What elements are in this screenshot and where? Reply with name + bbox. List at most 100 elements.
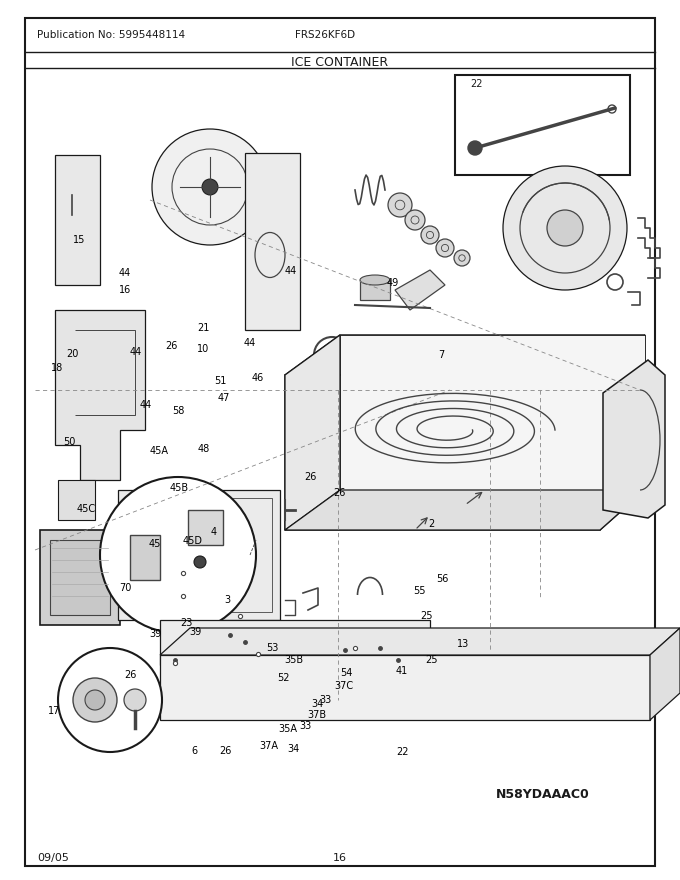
Text: 45D: 45D bbox=[182, 536, 202, 546]
Text: 45: 45 bbox=[148, 539, 160, 549]
Circle shape bbox=[202, 179, 218, 195]
Text: 13: 13 bbox=[457, 639, 469, 649]
Text: 23: 23 bbox=[180, 618, 192, 628]
Text: 45A: 45A bbox=[150, 446, 169, 457]
Text: 54: 54 bbox=[340, 668, 352, 678]
Text: 39: 39 bbox=[150, 628, 162, 639]
Text: 26: 26 bbox=[305, 472, 317, 482]
Text: 22: 22 bbox=[470, 79, 483, 89]
Text: 58: 58 bbox=[172, 406, 184, 416]
Circle shape bbox=[547, 210, 583, 246]
Polygon shape bbox=[55, 310, 145, 480]
Text: 3: 3 bbox=[224, 595, 231, 605]
Text: 34: 34 bbox=[311, 699, 324, 709]
Ellipse shape bbox=[360, 275, 390, 285]
Text: 39: 39 bbox=[189, 627, 201, 637]
Text: 70: 70 bbox=[119, 583, 131, 593]
Polygon shape bbox=[285, 490, 645, 530]
Text: 6: 6 bbox=[192, 745, 198, 756]
Bar bbox=[50, 540, 110, 615]
Text: 56: 56 bbox=[437, 574, 449, 584]
Circle shape bbox=[421, 226, 439, 244]
Text: 44: 44 bbox=[243, 338, 256, 348]
Bar bbox=[455, 75, 630, 175]
Text: 44: 44 bbox=[284, 266, 296, 276]
Circle shape bbox=[468, 141, 482, 155]
Text: 26: 26 bbox=[333, 488, 345, 498]
Polygon shape bbox=[600, 335, 645, 530]
Text: 26: 26 bbox=[219, 745, 231, 756]
Text: N58YDAAAC0: N58YDAAAC0 bbox=[496, 788, 590, 802]
Text: 55: 55 bbox=[413, 586, 426, 597]
Polygon shape bbox=[58, 480, 95, 520]
Text: 26: 26 bbox=[165, 341, 177, 351]
Polygon shape bbox=[395, 270, 445, 310]
Polygon shape bbox=[160, 655, 650, 720]
Text: 16: 16 bbox=[119, 285, 131, 296]
Text: 37C: 37C bbox=[335, 681, 354, 692]
Text: 47: 47 bbox=[218, 392, 230, 403]
Text: 26: 26 bbox=[124, 670, 137, 680]
Text: 4: 4 bbox=[211, 527, 217, 538]
Text: FRS26KF6D: FRS26KF6D bbox=[295, 30, 355, 40]
Text: 25: 25 bbox=[420, 611, 432, 621]
Text: 44: 44 bbox=[119, 268, 131, 278]
Polygon shape bbox=[118, 490, 280, 620]
Polygon shape bbox=[603, 360, 665, 518]
Text: 20: 20 bbox=[67, 348, 79, 359]
Polygon shape bbox=[360, 280, 390, 300]
Polygon shape bbox=[55, 155, 100, 285]
Text: 51: 51 bbox=[214, 376, 226, 386]
Text: 10: 10 bbox=[197, 344, 209, 355]
Circle shape bbox=[405, 210, 425, 230]
Text: 44: 44 bbox=[139, 400, 152, 410]
Text: 46: 46 bbox=[252, 373, 264, 384]
Text: 15: 15 bbox=[73, 235, 86, 246]
Text: 21: 21 bbox=[197, 323, 209, 334]
Text: ICE CONTAINER: ICE CONTAINER bbox=[292, 56, 388, 69]
Text: 48: 48 bbox=[197, 444, 209, 454]
Text: 41: 41 bbox=[396, 665, 408, 676]
Text: 25: 25 bbox=[425, 655, 437, 665]
Text: 53: 53 bbox=[267, 642, 279, 653]
Polygon shape bbox=[285, 335, 645, 375]
Circle shape bbox=[152, 129, 268, 245]
Polygon shape bbox=[285, 335, 340, 530]
Text: 37B: 37B bbox=[307, 709, 326, 720]
Circle shape bbox=[608, 105, 616, 113]
Circle shape bbox=[436, 239, 454, 257]
Text: 35B: 35B bbox=[284, 655, 303, 665]
Text: 33: 33 bbox=[320, 694, 332, 705]
Text: 09/05: 09/05 bbox=[37, 853, 69, 863]
Text: 45B: 45B bbox=[170, 483, 189, 494]
Text: Publication No: 5995448114: Publication No: 5995448114 bbox=[37, 30, 185, 40]
Text: 45C: 45C bbox=[77, 503, 96, 514]
Text: 17: 17 bbox=[48, 706, 60, 716]
Circle shape bbox=[388, 193, 412, 217]
Circle shape bbox=[124, 689, 146, 711]
Polygon shape bbox=[160, 628, 680, 655]
Text: 22: 22 bbox=[396, 747, 409, 758]
Polygon shape bbox=[160, 620, 430, 665]
Text: 52: 52 bbox=[277, 672, 290, 683]
Circle shape bbox=[100, 477, 256, 633]
Polygon shape bbox=[245, 153, 300, 330]
Circle shape bbox=[73, 678, 117, 722]
Bar bbox=[130, 535, 160, 580]
Circle shape bbox=[503, 166, 627, 290]
Text: 34: 34 bbox=[287, 744, 299, 754]
Text: 50: 50 bbox=[63, 436, 75, 447]
Circle shape bbox=[85, 690, 105, 710]
Text: 16: 16 bbox=[333, 853, 347, 863]
Text: 2: 2 bbox=[428, 518, 435, 529]
Circle shape bbox=[194, 556, 206, 568]
Circle shape bbox=[454, 250, 470, 266]
Text: 35A: 35A bbox=[279, 723, 298, 734]
Text: 7: 7 bbox=[439, 349, 445, 360]
Circle shape bbox=[58, 648, 162, 752]
Bar bbox=[188, 510, 223, 545]
Polygon shape bbox=[340, 335, 645, 490]
Text: 49: 49 bbox=[386, 278, 398, 289]
Polygon shape bbox=[285, 375, 600, 530]
Bar bbox=[40, 530, 120, 625]
